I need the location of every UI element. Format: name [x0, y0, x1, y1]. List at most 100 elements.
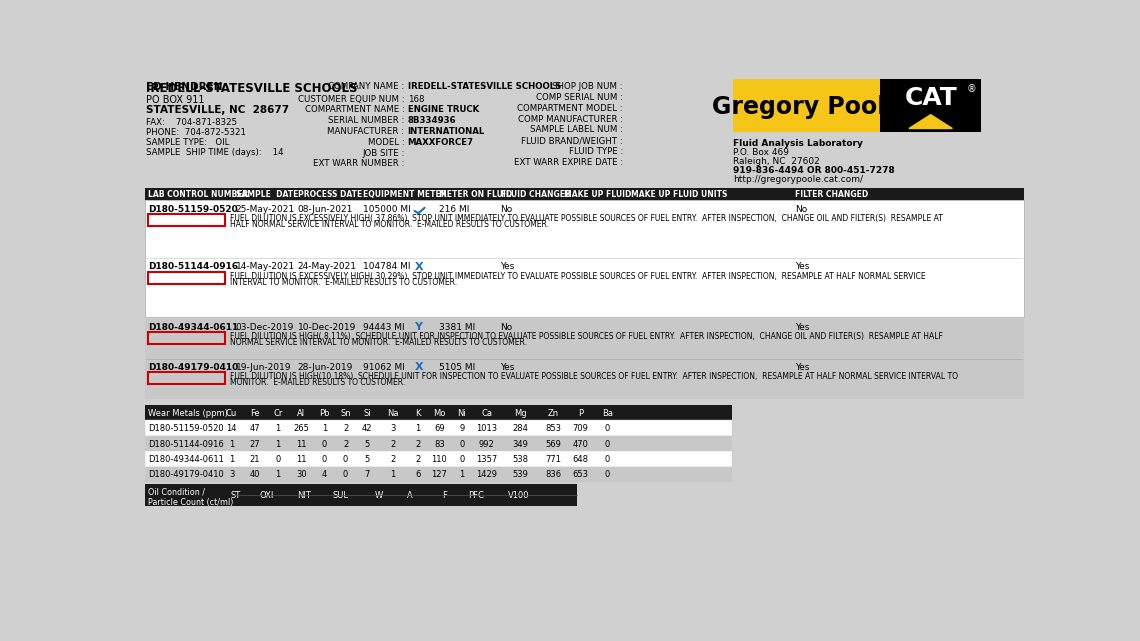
Text: MAKE UP FLUID: MAKE UP FLUID — [564, 190, 632, 199]
Text: 42: 42 — [363, 424, 373, 433]
Bar — [148, 332, 226, 344]
Text: 8B334936: 8B334936 — [408, 116, 456, 125]
Text: 2: 2 — [390, 440, 396, 449]
Text: Cu: Cu — [226, 409, 237, 418]
Text: COMPARTMENT MODEL :: COMPARTMENT MODEL : — [518, 104, 622, 113]
Text: 4: 4 — [321, 470, 327, 479]
Bar — [145, 319, 1024, 399]
Text: K: K — [415, 409, 421, 418]
Text: Wear Metals (ppm): Wear Metals (ppm) — [148, 409, 228, 418]
Text: IREDELL-STATESVILLE SCHOOLS: IREDELL-STATESVILLE SCHOOLS — [146, 82, 358, 96]
Text: 0: 0 — [459, 440, 464, 449]
Text: Action Required: Action Required — [155, 373, 219, 383]
Text: FAX:    704-871-8325: FAX: 704-871-8325 — [146, 118, 237, 127]
Text: 1429: 1429 — [477, 470, 497, 479]
Text: SERIAL NUMBER :: SERIAL NUMBER : — [328, 116, 405, 125]
Text: 2: 2 — [390, 455, 396, 464]
Text: SAMPLE LABEL NUM :: SAMPLE LABEL NUM : — [530, 126, 622, 135]
Text: 30: 30 — [296, 470, 307, 479]
Text: 1: 1 — [415, 424, 421, 433]
Text: 127: 127 — [431, 470, 447, 479]
Text: 7: 7 — [365, 470, 370, 479]
Text: 1: 1 — [321, 424, 327, 433]
Text: 836: 836 — [545, 470, 561, 479]
Text: EXT WARR NUMBER :: EXT WARR NUMBER : — [314, 160, 405, 169]
Text: 0: 0 — [605, 440, 610, 449]
Text: 28-Jun-2019: 28-Jun-2019 — [298, 363, 353, 372]
Text: METER ON FLUID: METER ON FLUID — [439, 190, 512, 199]
Text: 0: 0 — [343, 455, 348, 464]
Text: 0: 0 — [276, 455, 280, 464]
Text: 539: 539 — [513, 470, 529, 479]
Text: CAT: CAT — [904, 86, 958, 110]
Text: 5: 5 — [365, 440, 369, 449]
Text: PO BOX 911: PO BOX 911 — [146, 95, 205, 104]
Text: 21: 21 — [250, 455, 260, 464]
Text: X: X — [415, 262, 423, 272]
Text: Yes: Yes — [500, 363, 515, 372]
Bar — [145, 360, 1024, 372]
Text: MANUFACTURER :: MANUFACTURER : — [327, 127, 405, 136]
Text: 349: 349 — [513, 440, 529, 449]
Text: P.O. Box 469: P.O. Box 469 — [733, 148, 789, 157]
Text: D180-51159-0520: D180-51159-0520 — [148, 424, 223, 433]
Text: 25-May-2021: 25-May-2021 — [236, 204, 294, 213]
Text: Action Required: Action Required — [155, 333, 219, 342]
Text: D180-51159-0520: D180-51159-0520 — [148, 204, 237, 213]
Text: 2: 2 — [415, 440, 421, 449]
Text: 91062 MI: 91062 MI — [364, 363, 405, 372]
Text: ®: ® — [967, 84, 976, 94]
Text: 08-Jun-2021: 08-Jun-2021 — [298, 204, 353, 213]
Text: 1: 1 — [276, 470, 280, 479]
Text: 1: 1 — [459, 470, 464, 479]
Text: 83: 83 — [434, 440, 445, 449]
Text: Ni: Ni — [457, 409, 466, 418]
Text: Na: Na — [388, 409, 399, 418]
Text: D180-49344-0611: D180-49344-0611 — [148, 322, 238, 331]
Text: 648: 648 — [572, 455, 588, 464]
Text: SAMPLE TYPE:   OIL: SAMPLE TYPE: OIL — [146, 138, 230, 147]
Text: Yes: Yes — [500, 263, 515, 272]
Text: 40: 40 — [250, 470, 260, 479]
Bar — [145, 188, 1024, 200]
Text: X: X — [415, 362, 423, 372]
Text: 168: 168 — [408, 95, 424, 104]
Text: 14-May-2021: 14-May-2021 — [236, 263, 294, 272]
Text: 69: 69 — [434, 424, 445, 433]
Bar — [145, 420, 732, 436]
Text: W: W — [375, 491, 383, 500]
Text: PFC: PFC — [467, 491, 483, 500]
Text: 992: 992 — [479, 440, 495, 449]
Text: FUEL DILUTION IS HIGH(10.18%). SCHEDULE UNIT FOR INSPECTION TO EVALUATE POSSIBLE: FUEL DILUTION IS HIGH(10.18%). SCHEDULE … — [230, 372, 958, 381]
Text: PHONE:  704-872-5321: PHONE: 704-872-5321 — [146, 128, 246, 137]
Text: SHOP JOB NUM :: SHOP JOB NUM : — [553, 82, 622, 91]
Text: 6: 6 — [415, 470, 421, 479]
Text: 216 MI: 216 MI — [439, 204, 469, 213]
Text: HALF NORMAL SERVICE INTERVAL TO MONITOR.  E-MAILED RESULTS TO CUSTOMER.: HALF NORMAL SERVICE INTERVAL TO MONITOR.… — [230, 220, 549, 229]
Text: 1: 1 — [229, 455, 234, 464]
Text: 27: 27 — [250, 440, 260, 449]
Text: F: F — [442, 491, 447, 500]
Text: 03-Dec-2019: 03-Dec-2019 — [236, 322, 294, 331]
Text: 1: 1 — [276, 440, 280, 449]
Text: 2: 2 — [415, 455, 421, 464]
Text: ENGINE TRUCK: ENGINE TRUCK — [408, 105, 479, 114]
Text: D180-51144-0916: D180-51144-0916 — [148, 440, 223, 449]
Text: FUEL DILUTION IS HIGH( 8.11%). SCHEDULE UNIT FOR INSPECTION TO EVALUATE POSSIBLE: FUEL DILUTION IS HIGH( 8.11%). SCHEDULE … — [230, 332, 943, 341]
Text: 3: 3 — [390, 424, 396, 433]
Text: Yes: Yes — [795, 363, 809, 372]
Text: 19-Jun-2019: 19-Jun-2019 — [236, 363, 291, 372]
Text: Fe: Fe — [250, 409, 260, 418]
Text: EXT WARR EXPIRE DATE :: EXT WARR EXPIRE DATE : — [514, 158, 622, 167]
Text: 1: 1 — [229, 440, 234, 449]
Text: NORMAL SERVICE INTERVAL TO MONITOR.  E-MAILED RESULTS TO CUSTOMER.: NORMAL SERVICE INTERVAL TO MONITOR. E-MA… — [230, 338, 527, 347]
Text: Pb: Pb — [319, 409, 329, 418]
Bar — [148, 272, 226, 284]
Text: http://gregorypoole.cat.com/: http://gregorypoole.cat.com/ — [733, 176, 863, 185]
Text: No: No — [500, 204, 513, 213]
Text: 1357: 1357 — [477, 455, 497, 464]
Text: 3: 3 — [229, 470, 235, 479]
Text: 5105 MI: 5105 MI — [439, 363, 474, 372]
Text: P: P — [578, 409, 583, 418]
Text: A: A — [407, 491, 413, 500]
